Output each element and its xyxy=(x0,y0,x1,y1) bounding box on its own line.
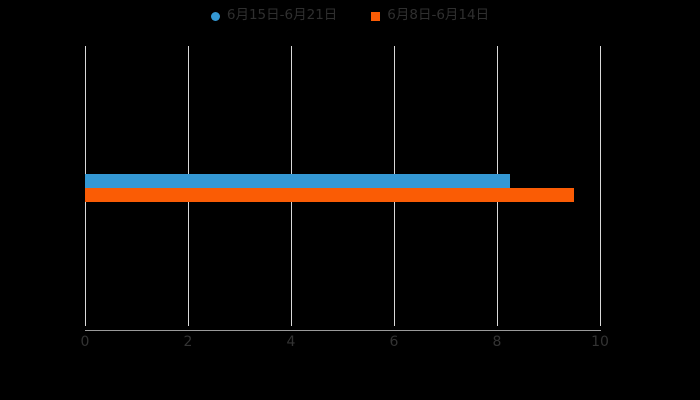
x-axis-line xyxy=(85,330,601,331)
chart-legend: 6月15日-6月21日 6月8日-6月14日 xyxy=(0,4,700,28)
legend-item-series-1[interactable]: 6月8日-6月14日 xyxy=(371,9,489,23)
legend-item-label: 6月15日-6月21日 xyxy=(226,7,338,24)
plot-area: 德国 xyxy=(85,46,601,326)
x-tick-label-10: 10 xyxy=(591,334,609,350)
dot-icon xyxy=(210,11,220,21)
x-tick-label-8: 8 xyxy=(492,334,502,350)
x-tick-label-4: 4 xyxy=(286,334,296,350)
x-tick-label-2: 2 xyxy=(183,334,193,350)
bar-series-1-germany[interactable] xyxy=(85,188,575,202)
x-tick-label-0: 0 xyxy=(80,334,90,350)
legend-item-series-0[interactable]: 6月15日-6月21日 xyxy=(210,7,338,24)
gridline-x-10 xyxy=(600,46,601,326)
square-icon xyxy=(371,11,381,21)
bar-series-0-germany[interactable] xyxy=(85,174,510,188)
x-tick-label-6: 6 xyxy=(389,334,399,350)
legend-item-label: 6月8日-6月14日 xyxy=(387,7,490,24)
